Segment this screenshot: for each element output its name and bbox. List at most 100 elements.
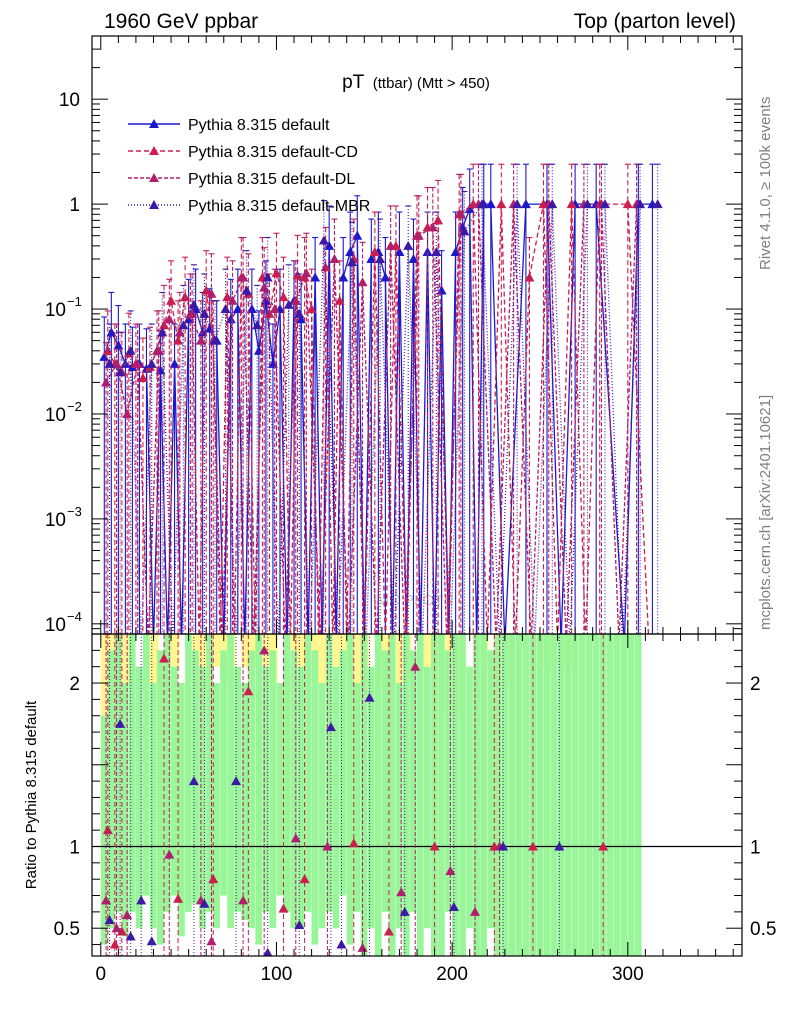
ratio-point bbox=[188, 776, 199, 786]
band-green bbox=[290, 650, 298, 929]
band-green bbox=[473, 634, 480, 956]
legend-label: Pythia 8.315 default-MBR bbox=[188, 198, 370, 215]
band-green bbox=[409, 650, 417, 912]
band-green bbox=[171, 666, 178, 896]
ratio-point bbox=[294, 919, 305, 929]
data-point bbox=[318, 235, 329, 245]
band-green bbox=[367, 666, 375, 929]
series-line bbox=[105, 202, 638, 634]
band-green bbox=[318, 683, 326, 929]
data-point bbox=[375, 253, 386, 263]
data-point bbox=[157, 327, 168, 337]
band-green bbox=[571, 634, 579, 956]
band-green bbox=[445, 650, 452, 912]
ratio-point bbox=[396, 887, 407, 897]
band-green bbox=[557, 634, 565, 956]
band-green bbox=[515, 634, 523, 956]
data-point bbox=[232, 304, 243, 314]
data-point bbox=[220, 304, 231, 314]
data-point bbox=[113, 340, 124, 350]
band-green bbox=[585, 634, 593, 956]
data-point bbox=[485, 199, 496, 209]
band-green bbox=[192, 650, 199, 904]
rivet-label: Rivet 4.1.0, ≥ 100k events bbox=[757, 97, 774, 270]
y-tick-label-lower-right: 0.5 bbox=[750, 919, 776, 940]
data-point bbox=[262, 272, 273, 282]
band-green bbox=[438, 634, 445, 956]
data-point bbox=[269, 304, 280, 314]
data-point bbox=[260, 295, 271, 305]
ratio-point bbox=[325, 722, 336, 732]
data-point bbox=[385, 240, 396, 250]
data-point bbox=[104, 358, 115, 368]
band-green bbox=[100, 715, 108, 945]
band-green bbox=[536, 634, 544, 956]
band-green bbox=[262, 666, 270, 912]
band-green bbox=[634, 634, 642, 956]
band-green bbox=[494, 634, 501, 956]
data-point bbox=[352, 230, 363, 240]
data-point bbox=[599, 199, 610, 209]
band-green bbox=[466, 666, 473, 929]
y-tick-label-upper: 10 bbox=[45, 510, 66, 531]
data-point bbox=[459, 226, 470, 236]
band-green bbox=[374, 634, 382, 956]
band-green bbox=[388, 634, 396, 956]
data-point bbox=[125, 345, 136, 355]
y-tick-base: 10 bbox=[45, 510, 66, 531]
ratio-point bbox=[111, 923, 122, 933]
data-point bbox=[264, 308, 275, 318]
band-green bbox=[332, 666, 340, 929]
data-point bbox=[477, 199, 487, 209]
band-green bbox=[107, 650, 115, 929]
data-point bbox=[278, 292, 289, 302]
data-point bbox=[357, 277, 368, 287]
ratio-point bbox=[399, 906, 410, 916]
data-point bbox=[334, 295, 345, 305]
plot-title: pT (ttbar) (Mtt > 450) bbox=[342, 72, 490, 93]
ratio-point bbox=[429, 841, 440, 851]
header-left: 1960 GeV ppbar bbox=[104, 10, 258, 33]
data-point bbox=[436, 285, 447, 295]
band-green bbox=[157, 650, 164, 945]
legend-marker bbox=[149, 119, 159, 128]
ratio-point bbox=[598, 841, 609, 851]
data-point bbox=[252, 320, 263, 330]
ratio-point bbox=[206, 936, 217, 946]
ratio-point bbox=[364, 692, 375, 702]
y-tick-label-lower-left: 0.5 bbox=[54, 919, 80, 940]
ratio-point bbox=[336, 939, 347, 949]
data-point bbox=[345, 246, 356, 256]
ratio-point bbox=[448, 901, 459, 911]
band-green bbox=[627, 634, 635, 956]
data-point bbox=[366, 253, 377, 263]
data-point bbox=[422, 246, 433, 256]
band-green bbox=[142, 634, 150, 896]
data-point bbox=[166, 295, 177, 305]
band-green bbox=[178, 683, 185, 937]
band-green bbox=[501, 634, 508, 956]
data-point bbox=[185, 308, 196, 318]
ratio-point bbox=[104, 915, 115, 925]
source-label: mcplots.cern.ch [arXiv:2401.10621] bbox=[757, 395, 774, 630]
data-point bbox=[622, 199, 633, 209]
plot-title-main: pT bbox=[342, 72, 365, 93]
data-point bbox=[241, 285, 252, 295]
data-point bbox=[169, 358, 180, 368]
band-green bbox=[164, 634, 171, 912]
data-point bbox=[102, 345, 113, 355]
data-point bbox=[347, 257, 357, 267]
ratio-uncertainty-bands bbox=[100, 634, 642, 956]
ratio-point bbox=[498, 841, 509, 851]
y-tick-base: 10 bbox=[59, 90, 80, 111]
band-green bbox=[283, 634, 291, 912]
ratio-point bbox=[410, 661, 421, 671]
band-green bbox=[424, 666, 431, 929]
ratio-point bbox=[115, 718, 126, 728]
data-point bbox=[496, 199, 507, 209]
band-green bbox=[241, 683, 248, 921]
band-green bbox=[620, 634, 628, 956]
plot-title-sub: (ttbar) (Mtt > 450) bbox=[373, 75, 490, 92]
band-green bbox=[339, 650, 347, 896]
y-tick-exponent: −3 bbox=[67, 504, 82, 519]
